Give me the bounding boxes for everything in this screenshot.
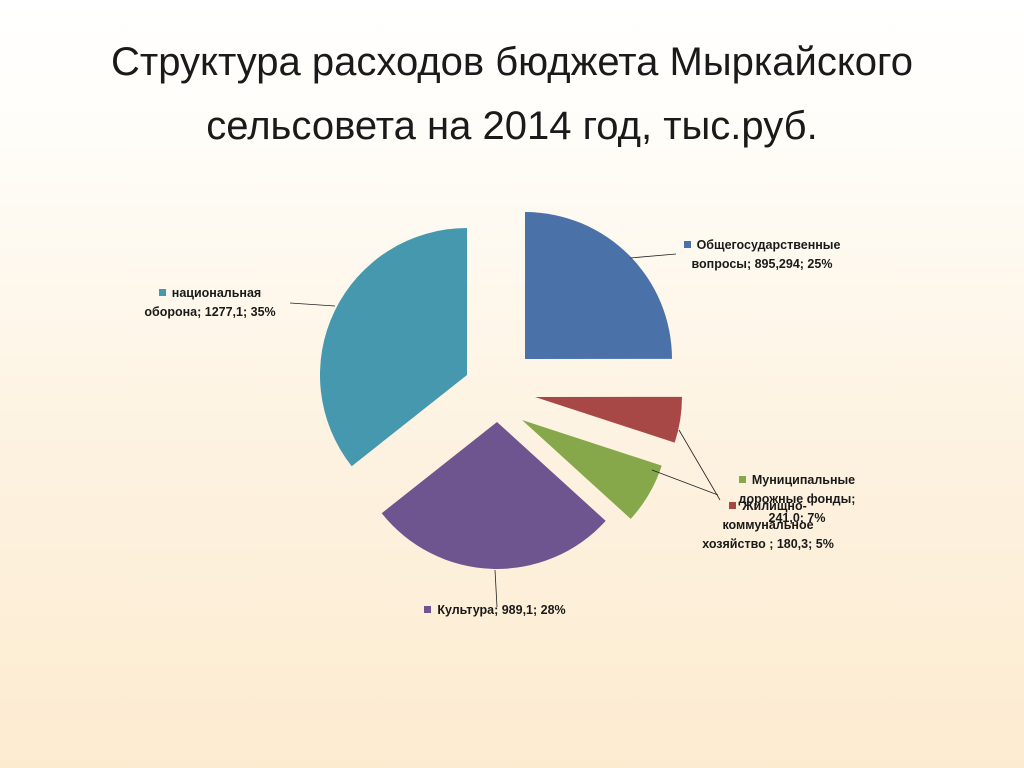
data-label-line: Жилищно- — [742, 499, 807, 513]
chart-title: Структура расходов бюджета Мыркайского с… — [0, 30, 1024, 158]
data-label-line: Общегосударственные — [696, 238, 841, 252]
chart-title-line-2: сельсовета на 2014 год, тыс.руб. — [206, 104, 818, 148]
data-label-line: оборона; 1277,1; 35% — [144, 305, 276, 319]
leader-line-oborona — [289, 302, 336, 307]
data-label-dorozhnye: Муниципальные дорожные фонды; 241,0; 7% — [712, 471, 882, 528]
leader-line-zhkh — [678, 429, 721, 501]
data-label-line: коммунальное — [722, 518, 814, 532]
legend-swatch-zhkh — [729, 502, 737, 509]
data-label-line: хозяйство ; 180,3; 5% — [702, 537, 834, 551]
data-label-oborona: национальная оборона; 1277,1; 35% — [120, 284, 300, 322]
pie-slice-kultura — [381, 422, 606, 569]
data-label-line: Культура; 989,1; 28% — [437, 603, 566, 617]
data-label-line: вопросы; 895,294; 25% — [691, 257, 833, 271]
data-label-line: Муниципальные — [751, 473, 856, 487]
legend-swatch-obshchegos — [683, 241, 691, 248]
chart-title-line-1: Структура расходов бюджета Мыркайского — [111, 40, 913, 84]
legend-swatch-oborona — [158, 289, 166, 296]
pie-slice-dorozhnye — [522, 420, 662, 519]
data-label-zhkh: Жилищно- коммунальное хозяйство ; 180,3;… — [683, 497, 853, 554]
data-label-line: 241,0; 7% — [768, 511, 826, 525]
legend-swatch-dorozhnye — [738, 476, 746, 483]
pie-slice-zhkh — [535, 396, 682, 443]
leader-line-obshchegos — [629, 253, 677, 259]
pie-slice-obshchegos — [525, 212, 672, 359]
leader-line-dorozhnye — [651, 469, 719, 496]
data-label-obshchegos: Общегосударственные вопросы; 895,294; 25… — [662, 236, 862, 274]
data-label-kultura: Культура; 989,1; 28% — [405, 601, 585, 620]
data-label-line: национальная — [171, 286, 262, 300]
leader-line-kultura — [494, 569, 498, 608]
data-label-line: дорожные фонды; — [738, 492, 856, 506]
pie-slice-oborona — [319, 228, 467, 467]
legend-swatch-kultura — [424, 606, 432, 613]
